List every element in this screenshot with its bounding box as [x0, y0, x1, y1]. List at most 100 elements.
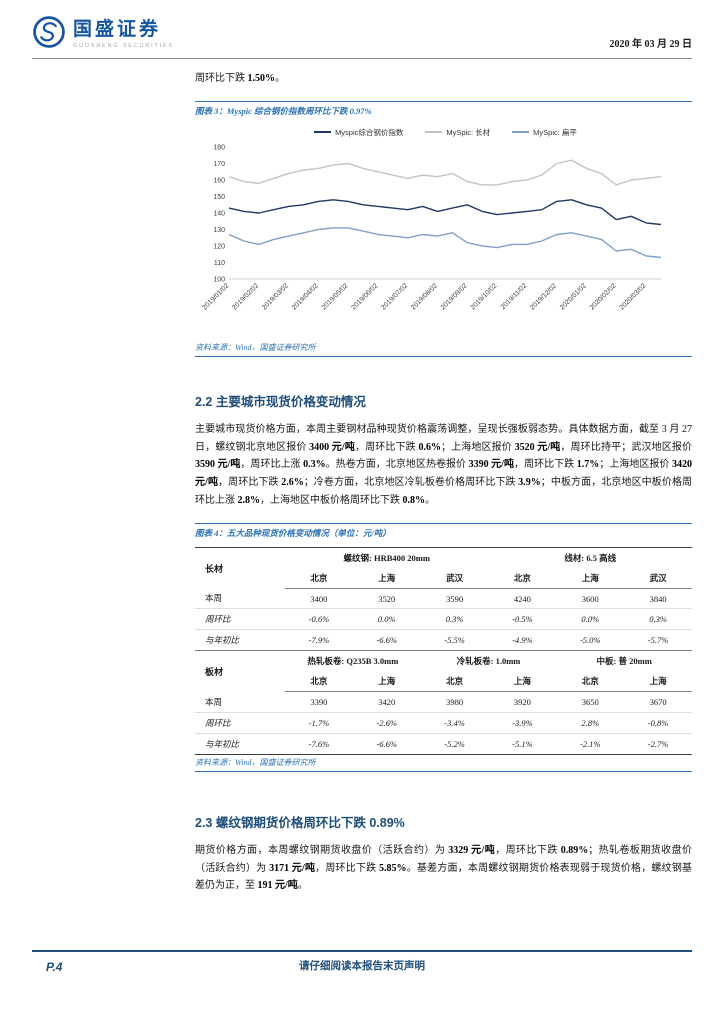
city-header: 上海: [488, 671, 557, 693]
text-run: ，周环比下跌: [495, 844, 561, 856]
text-run: 期货价格方面，本周螺纹钢期货收盘价（活跃合约）为: [195, 844, 449, 856]
city-header: 北京: [285, 671, 353, 693]
brand-logo-icon: [33, 15, 65, 48]
text-run: ，周环比下跌: [315, 862, 380, 874]
text-run: 。: [275, 73, 285, 84]
highlight-value: 3.9%: [518, 477, 541, 489]
product-header: 中板: 普 20mm: [596, 656, 652, 667]
spot-price-table: 长材 螺纹钢: HRB400 20mm 线材: 6.5 高线 北京 上海 武汉 …: [195, 546, 692, 755]
svg-text:180: 180: [213, 144, 225, 151]
content-column: 周环比下跌 1.50%。 图表 3：Myspic 综合钢价指数周环比下跌 0.9…: [195, 70, 692, 895]
legend-item: MySpic: 长材: [425, 127, 490, 138]
group-label: 板材: [205, 667, 224, 678]
price-cell: 3980: [420, 691, 489, 713]
price-cell: 3650: [556, 691, 625, 713]
pct-cell: -3.4%: [420, 712, 489, 734]
city-header: 上海: [624, 671, 692, 693]
text-run: ，周环比上涨: [240, 459, 304, 471]
text-run: ，周环比下跌: [354, 441, 419, 453]
pct-cell: 0.0%: [556, 608, 625, 631]
figure3-caption: 图表 3：Myspic 综合钢价指数周环比下跌 0.97%: [195, 100, 692, 119]
highlight-value: 3390 元/吨: [468, 459, 515, 471]
table-row: 与年初比 -7.6% -6.6% -5.2% -5.1% -2.1% -2.7%: [195, 733, 692, 754]
price-cell: 4240: [488, 588, 557, 610]
highlight-value: 3171 元/吨: [269, 862, 316, 874]
svg-text:2019/02/02: 2019/02/02: [231, 282, 260, 311]
highlight-value: 3590 元/吨: [195, 459, 241, 471]
figure-3: 图表 3：Myspic 综合钢价指数周环比下跌 0.97% Myspic综合钢价…: [195, 100, 692, 357]
svg-text:2019/03/02: 2019/03/02: [261, 282, 290, 311]
highlight-value: 3400 元/吨: [309, 441, 355, 453]
svg-text:110: 110: [214, 260, 225, 267]
text-run: ；热轧卷板期货收盘价（活跃合约）为: [195, 844, 693, 874]
pct-cell: -2.7%: [647, 738, 669, 749]
svg-text:130: 130: [213, 227, 225, 234]
svg-text:100: 100: [213, 276, 225, 283]
pct-cell: -0.6%: [285, 608, 353, 631]
table-row: 北京 上海 北京 上海 北京 上海: [195, 671, 692, 693]
brand-text-block: 国盛证券 GUOSHENG SECURITIES: [73, 14, 174, 49]
text-run: ；中板方面，北京地区中板价格周环比上涨: [195, 477, 693, 506]
figure4-source: 资料来源：Wind，国盛证券研究所: [195, 755, 692, 772]
steel-price-chart: Myspic综合钢价指数 MySpic: 长材 MySpic: 扁平 100 110 1…: [195, 119, 692, 340]
highlight-value: 1.7%: [576, 459, 600, 471]
report-date: 2020 年 03 月 29 日: [609, 39, 693, 50]
brand-logo: 国盛证券 GUOSHENG SECURITIES: [32, 14, 692, 49]
price-cell: 3840: [624, 588, 692, 610]
svg-text:2020/03/02: 2020/03/02: [619, 282, 648, 311]
city-header: 武汉: [624, 567, 692, 589]
text-run: ，周环比下跌: [218, 477, 282, 489]
svg-text:2019/07/02: 2019/07/02: [380, 282, 409, 311]
pct-cell: -5.0%: [556, 629, 625, 652]
highlight-value: 1.50%: [247, 73, 276, 84]
legend-item: MySpic: 扁平: [512, 127, 577, 138]
highlight-value: 5.85%: [379, 862, 407, 874]
pct-cell: -7.6%: [308, 738, 330, 749]
highlight-value: 0.6%: [418, 441, 441, 453]
section-2-3-title: 2.3 螺纹钢期货价格周环比下跌 0.89%: [195, 815, 405, 830]
highlight-value: 2.6%: [281, 477, 304, 489]
text-run: 主要城市现货价格方面，本周主要钢材品种现货价格震荡调整，呈现长强板弱态势。具体数…: [195, 423, 692, 453]
text-run: ；上海地区报价: [599, 459, 672, 471]
row-label: 周环比: [195, 608, 285, 631]
row-label: 与年初比: [205, 738, 240, 749]
highlight-value: 0.89%: [560, 844, 589, 856]
brand-name: 国盛证券: [73, 19, 162, 40]
city-header: 武汉: [420, 567, 489, 589]
text-run: ；冷卷方面，北京地区冷轧板卷价格周环比下跌: [303, 477, 519, 489]
pct-cell: -3.9%: [488, 712, 557, 734]
svg-text:150: 150: [213, 194, 225, 201]
text-run: 。: [297, 880, 308, 892]
pct-cell: -0.8%: [624, 712, 692, 734]
pct-cell: 0.3%: [420, 608, 489, 631]
header-divider: [32, 58, 692, 59]
product-header: 线材: 6.5 高线: [564, 552, 617, 563]
pct-cell: -6.6%: [376, 738, 398, 749]
legend-swatch-icon: [314, 131, 332, 134]
text-run: ，周环比下跌: [514, 459, 577, 471]
section-2-2-title: 2.2 主要城市现货价格变动情况: [195, 394, 366, 409]
svg-text:140: 140: [213, 210, 225, 217]
svg-text:160: 160: [213, 177, 225, 184]
text-run: 。热卷方面，北京地区热卷报价: [325, 459, 469, 471]
table-row: 本周 3390 3420 3980 3920 3650 3670: [195, 691, 692, 713]
table-row: 本周 3400 3520 3590 4240 3600 3840: [195, 588, 692, 610]
highlight-value: 3420 元/吨: [195, 459, 692, 489]
figure-4: 图表 4：五大品种现货价格变动情况（单位：元/吨） 长材 螺纹钢: HRB400…: [195, 522, 692, 772]
svg-text:2019/12/02: 2019/12/02: [529, 282, 558, 311]
highlight-value: 191 元/吨: [257, 880, 298, 892]
intro-paragraph: 周环比下跌 1.50%。: [195, 70, 692, 88]
city-header: 北京: [488, 567, 557, 589]
table-row: 与年初比 -7.9% -6.6% -5.5% -4.9% -5.0% -5.7%: [195, 629, 692, 652]
highlight-value: 0.8%: [402, 494, 426, 506]
brand-subtitle: GUOSHENG SECURITIES: [73, 43, 174, 49]
section-2-3-paragraph: 期货价格方面，本周螺纹钢期货收盘价（活跃合约）为 3329 元/吨，周环比下跌 …: [195, 842, 692, 895]
text-run: 。基差方面，本周螺纹钢期货价格表现弱于现货价格，螺纹钢基差仍为正，至: [195, 862, 693, 892]
legend-label: MySpic: 长材: [446, 127, 491, 137]
city-header: 北京: [420, 671, 489, 693]
price-cell: 3920: [488, 691, 557, 713]
svg-text:2019/09/02: 2019/09/02: [440, 282, 469, 311]
price-cell: 3520: [352, 588, 421, 610]
